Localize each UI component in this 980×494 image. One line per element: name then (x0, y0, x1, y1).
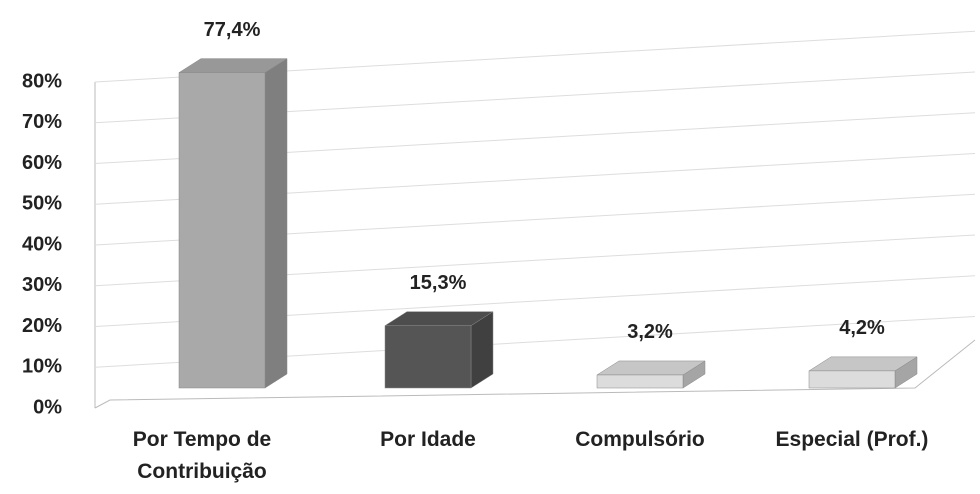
y-tick-label: 50% (22, 193, 62, 215)
bar (808, 370, 896, 389)
y-tick-label: 0% (33, 396, 62, 418)
data-label: 4,2% (839, 317, 885, 339)
bar (384, 325, 472, 389)
x-tick-label: Especial (Prof.) (775, 428, 929, 451)
y-tick-label: 60% (22, 152, 62, 174)
x-tick-label: Por Tempo de Contribuição (132, 428, 272, 483)
bar (178, 72, 266, 389)
x-tick-label: Compulsório (575, 428, 705, 451)
data-label: 3,2% (627, 321, 673, 343)
y-tick-label: 20% (22, 315, 62, 337)
bar-side (264, 58, 288, 389)
data-label: 15,3% (410, 272, 467, 294)
floor (94, 339, 976, 409)
y-tick-label: 40% (22, 233, 62, 255)
y-tick-label: 70% (22, 111, 62, 133)
bar (596, 374, 684, 389)
y-tick-label: 30% (22, 274, 62, 296)
y-tick-label: 10% (22, 356, 62, 378)
y-tick-label: 80% (22, 70, 62, 92)
x-tick-label: Por Idade (380, 428, 476, 451)
data-label: 77,4% (204, 19, 261, 41)
